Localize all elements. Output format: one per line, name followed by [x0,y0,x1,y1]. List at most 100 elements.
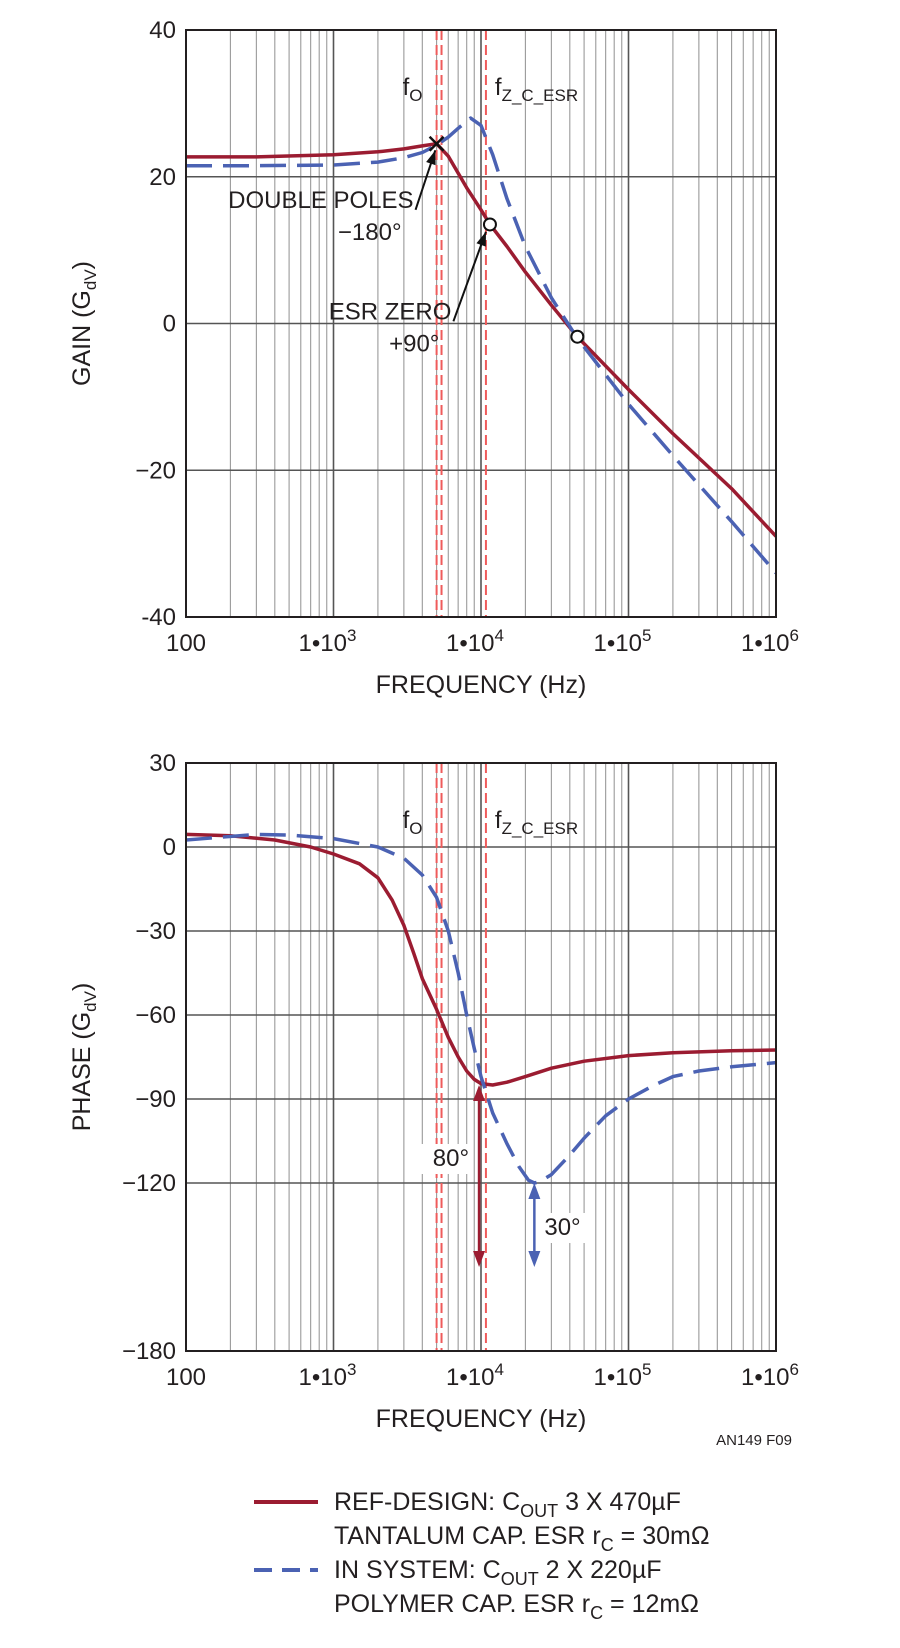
x-tick-base: 1•10 [299,630,347,657]
circle-marker [482,217,497,232]
annotation-text: −180° [338,219,402,246]
vline-label-main: f [495,74,502,101]
x-tick-base: 1•10 [446,630,494,657]
vline-label-main: f [403,74,410,101]
y-tick-label: −60 [135,1002,176,1029]
measure-arrowhead [473,1085,486,1101]
x-axis-label: FREQUENCY (Hz) [376,671,587,699]
legend-label: POLYMER CAP. ESR rC = 12mΩ [334,1590,699,1623]
measure-arrowhead [528,1183,541,1199]
y-axis-label-main: GAIN (G [68,290,96,386]
measure-arrowhead [473,1251,486,1267]
legend-text: = 30mΩ [614,1522,710,1550]
x-tick-label: 1•106 [741,1360,799,1391]
legend-text: REF-DESIGN: C [334,1488,520,1516]
legend-text: IN SYSTEM: C [334,1556,501,1584]
x-tick-label: 1•105 [594,1360,652,1391]
x-tick-label: 1•105 [594,626,652,657]
measure-label: 80° [433,1145,469,1172]
vline-label: fZ_C_ESR [495,74,578,105]
vline-label-sub: Z_C_ESR [502,819,579,838]
y-axis-label-end: ) [68,983,96,991]
x-tick-exponent: 6 [789,626,798,645]
figure-id: AN149 F09 [716,1432,792,1449]
y-tick-label: 30 [149,750,176,777]
annotation-text: DOUBLE POLES [228,187,413,214]
double-pole-marker [428,135,445,152]
annotation-text: +90° [389,330,439,357]
y-tick-label: −180 [122,1338,176,1365]
measure-label-background [421,1144,474,1174]
y-tick-label: −20 [135,457,176,484]
vline-label: fO [403,807,423,838]
vline-label-sub: O [409,819,422,838]
plot-frame [185,762,777,1352]
legend-text: 2 X 220µF [539,1556,662,1584]
y-tick-label: 20 [149,164,176,191]
y-tick-label: 0 [163,834,176,861]
annotation-arrow [452,231,487,322]
legend-subscript: OUT [520,1501,558,1521]
legend-subscript: C [601,1535,614,1555]
series-line-ref-design [186,832,776,1087]
circle-marker [570,329,585,344]
x-tick-exponent: 5 [642,626,651,645]
y-tick-label: −30 [135,918,176,945]
x-tick-label: 1•106 [741,626,799,657]
y-tick-label: −90 [135,1086,176,1113]
annotation-arrowhead [426,150,436,166]
measure-label-background [540,1213,593,1243]
annotation-text: ESR ZERO [329,298,452,325]
x-tick-label: 100 [166,1364,206,1391]
x-tick-exponent: 4 [494,1360,503,1379]
legend-text: 3 X 470µF [558,1488,681,1516]
y-axis-label-sub: dV [81,990,100,1011]
series-line-ref-design [186,141,776,538]
x-tick-exponent: 5 [642,1360,651,1379]
x-tick-base: 100 [166,630,206,657]
annotation-arrowhead [476,231,486,247]
legend-text: = 12mΩ [603,1590,699,1618]
legend-label: TANTALUM CAP. ESR rC = 30mΩ [334,1522,710,1555]
measure-arrowhead [528,1251,541,1267]
legend-label: IN SYSTEM: COUT 2 X 220µF [334,1556,662,1589]
legend-text: POLYMER CAP. ESR r [334,1590,590,1618]
x-tick-label: 100 [166,630,206,657]
x-tick-base: 1•10 [594,1364,642,1391]
measure-label: 30° [544,1214,580,1241]
series-line-in-system [186,116,776,575]
y-tick-label: −120 [122,1170,176,1197]
x-tick-exponent: 4 [494,626,503,645]
vline-label-sub: Z_C_ESR [502,86,579,105]
x-tick-base: 100 [166,1364,206,1391]
x-tick-exponent: 3 [347,1360,356,1379]
x-tick-base: 1•10 [299,1364,347,1391]
x-axis-label: FREQUENCY (Hz) [376,1405,587,1433]
x-tick-base: 1•10 [741,630,789,657]
x-tick-base: 1•10 [594,630,642,657]
y-tick-label: 40 [149,17,176,44]
vline-label: fZ_C_ESR [495,807,578,838]
x-tick-base: 1•10 [741,1364,789,1391]
x-tick-label: 1•104 [446,626,504,657]
vline-label: fO [403,74,423,105]
legend-label: REF-DESIGN: COUT 3 X 470µF [334,1488,681,1521]
y-axis-label-main: PHASE (G [68,1012,96,1131]
y-axis-label-end: ) [68,261,96,269]
y-tick-label: -40 [141,604,176,631]
y-axis-label: PHASE (GdV) [68,983,100,1132]
vline-label-main: f [403,807,410,834]
vline-label-sub: O [409,86,422,105]
y-axis-label-sub: dV [81,269,100,290]
x-tick-label: 1•103 [299,626,357,657]
y-axis-label: GAIN (GdV) [68,261,100,386]
plot-frame [185,29,777,618]
x-tick-exponent: 3 [347,626,356,645]
x-tick-label: 1•104 [446,1360,504,1391]
legend-subscript: C [590,1603,603,1623]
series-line-in-system [186,832,776,1185]
